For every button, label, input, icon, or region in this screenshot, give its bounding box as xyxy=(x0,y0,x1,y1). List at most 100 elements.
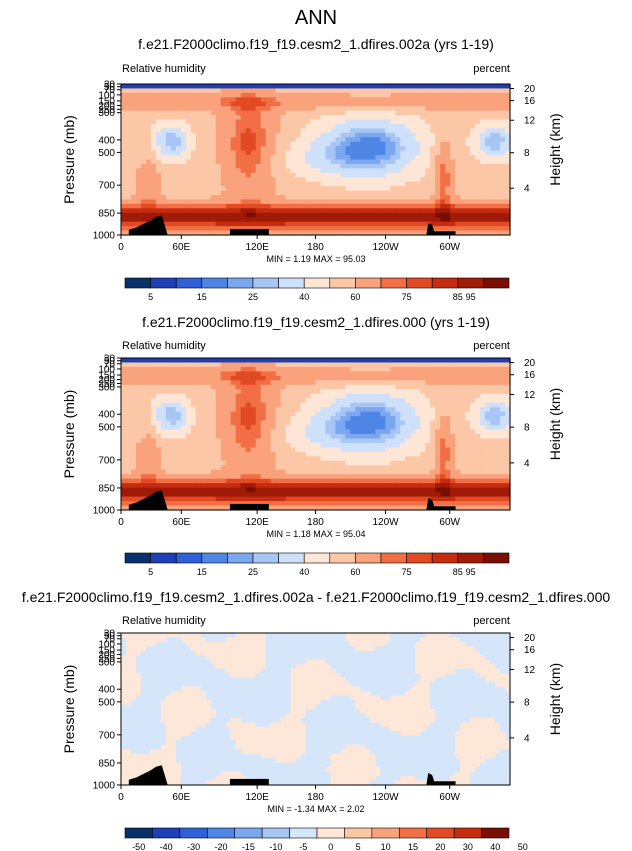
contour-cell xyxy=(425,375,431,381)
contour-cell xyxy=(210,186,217,192)
contour-cell xyxy=(500,172,506,178)
contour-cell xyxy=(155,168,162,174)
contour-cell xyxy=(455,181,461,187)
contour-cell xyxy=(245,106,252,112)
contour-cell xyxy=(330,141,337,147)
contour-cell xyxy=(405,371,411,377)
contour-cell xyxy=(250,141,257,147)
contour-cell xyxy=(415,420,421,426)
contour-cell xyxy=(175,168,182,174)
contour-cell xyxy=(135,115,142,121)
contour-cell xyxy=(330,128,337,134)
contour-cell xyxy=(320,101,327,107)
contour-cell xyxy=(135,478,142,484)
contour-cell xyxy=(375,123,381,130)
contour-cell xyxy=(255,190,262,196)
contour-cell xyxy=(475,451,481,457)
contour-cell xyxy=(175,146,182,152)
contour-cell xyxy=(190,208,197,214)
contour-cell xyxy=(275,447,282,453)
contour-cell xyxy=(405,469,411,475)
contour-cell xyxy=(335,393,342,399)
contour-cell xyxy=(495,230,501,236)
contour-cell xyxy=(190,115,197,121)
contour-cell xyxy=(195,181,202,187)
contour-cell xyxy=(145,434,152,440)
contour-cell xyxy=(470,212,476,218)
contour-cell xyxy=(175,465,182,471)
contour-cell xyxy=(345,203,352,209)
contour-cell xyxy=(430,420,436,426)
contour-cell xyxy=(475,416,481,422)
contour-cell xyxy=(350,172,356,178)
contour-cell xyxy=(475,106,481,112)
contour-cell xyxy=(310,366,317,373)
contour-cell xyxy=(500,146,506,152)
contour-cell xyxy=(480,146,486,152)
contour-cell xyxy=(210,375,217,381)
contour-cell xyxy=(420,465,426,471)
contour-cell xyxy=(230,438,237,444)
contour-cell xyxy=(305,217,312,223)
contour-cell xyxy=(325,438,332,444)
contour-cell xyxy=(430,402,436,408)
contour-cell xyxy=(245,393,252,399)
contour-cell xyxy=(335,456,342,462)
contour-cell xyxy=(365,190,371,196)
contour-cell xyxy=(255,195,262,201)
contour-cell xyxy=(450,460,456,466)
contour-cell xyxy=(415,407,421,413)
contour-cell xyxy=(155,384,162,390)
contour-cell xyxy=(360,411,366,417)
contour-cell xyxy=(130,159,137,165)
contour-cell xyxy=(245,402,252,408)
contour-cell xyxy=(330,451,337,457)
contour-cell xyxy=(335,199,342,205)
contour-cell xyxy=(280,389,287,395)
contour-cell xyxy=(130,110,137,116)
contour-cell xyxy=(435,208,441,214)
contour-cell xyxy=(270,483,277,489)
contour-cell xyxy=(390,226,396,232)
contour-cell xyxy=(475,115,481,121)
contour-cell xyxy=(430,199,436,205)
contour-cell xyxy=(305,380,312,386)
contour-cell xyxy=(145,181,152,187)
contour-cell xyxy=(250,416,257,422)
contour-cell xyxy=(310,362,317,368)
contour-cell xyxy=(425,483,431,489)
contour-cell xyxy=(225,84,232,90)
contour-cell xyxy=(455,110,461,116)
contour-cell xyxy=(195,212,202,218)
contour-cell xyxy=(470,460,476,466)
contour-cell xyxy=(160,375,167,381)
contour-cell xyxy=(395,442,401,449)
contour-cell xyxy=(405,384,411,390)
contour-cell xyxy=(175,375,182,381)
y-tick-label: 200 xyxy=(98,101,115,112)
contour-cell xyxy=(460,177,466,183)
contour-cell xyxy=(345,150,352,156)
contour-cell xyxy=(215,465,222,471)
contour-cell xyxy=(255,411,262,417)
contour-cell xyxy=(250,438,257,444)
contour-cell xyxy=(290,186,297,192)
contour-cell xyxy=(465,402,471,408)
contour-cell xyxy=(455,380,461,386)
contour-cell xyxy=(305,155,312,161)
contour-cell xyxy=(325,92,332,98)
contour-cell xyxy=(345,92,352,98)
contour-cell xyxy=(155,181,162,187)
contour-cell xyxy=(275,226,282,232)
contour-cell xyxy=(460,128,466,134)
contour-cell xyxy=(310,375,317,381)
contour-cell xyxy=(420,150,426,156)
contour-cell xyxy=(150,362,157,368)
contour-cell xyxy=(165,384,172,390)
contour-cell xyxy=(480,150,486,156)
contour-cell xyxy=(410,483,416,489)
contour-cell xyxy=(255,393,262,399)
contour-cell xyxy=(395,429,401,435)
contour-cell xyxy=(480,451,486,457)
contour-cell xyxy=(195,141,202,147)
